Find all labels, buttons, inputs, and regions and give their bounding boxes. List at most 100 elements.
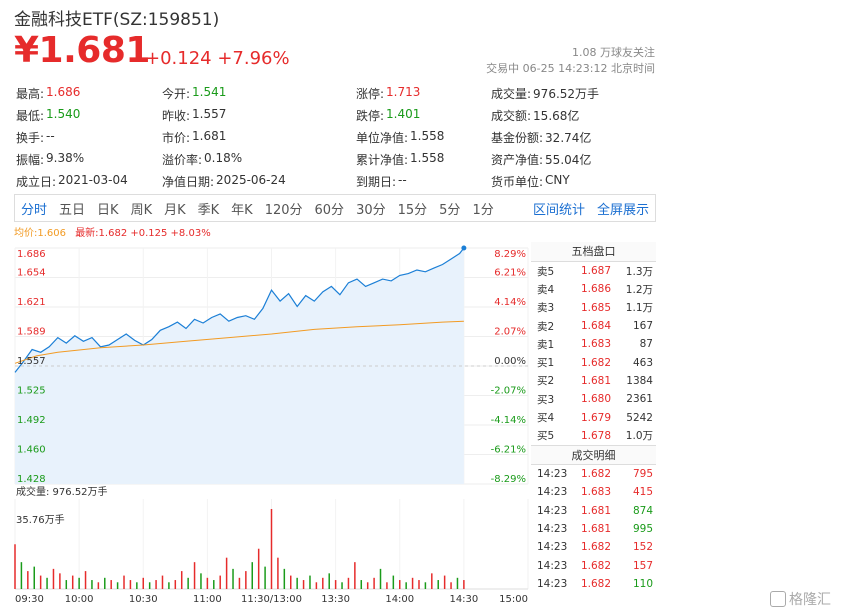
quote-value: 1.540 (46, 106, 81, 121)
quote-cell: 溢价率: 0.18% (162, 151, 356, 168)
tab-period[interactable]: 五日 (59, 202, 86, 218)
quote-value: 32.74亿 (545, 130, 592, 145)
quote-value: 9.38% (46, 150, 85, 165)
order-level: 买5 (537, 430, 555, 443)
quote-cell: 到期日: -- (356, 173, 491, 190)
trade-row: 14:23 1.682 795 (531, 465, 656, 483)
quote-grid: 最高: 1.686 今开: 1.541 涨停: 1.713 成交量: 976.52万手 最低: 1… (16, 82, 656, 192)
price-tick-label: 1.621 (17, 297, 46, 308)
pct-tick-label: -4.14% (491, 415, 526, 426)
pct-tick-label: 8.29% (494, 249, 526, 260)
trade-volume: 415 (632, 486, 653, 499)
order-level: 卖3 (537, 302, 555, 315)
quote-value: -- (46, 128, 55, 143)
tab-period[interactable]: 1分 (472, 202, 494, 218)
quote-cell: 净值日期: 2025-06-24 (162, 173, 356, 190)
order-level: 买1 (537, 357, 555, 370)
tab-period[interactable]: 月K (164, 202, 186, 218)
trade-volume: 995 (632, 523, 653, 535)
chart-tools: 区间统计 全屏展示 (527, 199, 655, 218)
order-price: 1.682 (580, 356, 611, 369)
quote-value: 1.557 (192, 106, 227, 121)
tab-period[interactable]: 分时 (21, 202, 48, 218)
avg-price-line (14, 320, 464, 364)
quote-label: 市价: (162, 130, 191, 145)
quote-cell: 成交额: 15.68亿 (491, 107, 651, 124)
quote-label: 昨收: (162, 108, 191, 123)
order-level: 卖5 (537, 265, 555, 278)
tab-period[interactable]: 周K (130, 202, 153, 218)
tab-period[interactable]: 5分 (439, 202, 461, 218)
tab-period[interactable]: 年K (231, 202, 253, 218)
order-price: 1.685 (580, 301, 611, 314)
intraday-chart[interactable]: 1.686 1.654 1.621 1.589 1.557 1.525 1.492 1.460… (0, 234, 530, 609)
trade-time: 14:23 (537, 486, 568, 499)
order-price: 1.684 (580, 320, 611, 333)
quote-cell: 涨停: 1.713 (356, 85, 491, 102)
time-tick-label: 11:00 (193, 594, 222, 605)
quote-label: 基金份额: (491, 130, 544, 145)
order-volume: 1384 (626, 374, 653, 387)
time-tick-label: 13:30 (321, 594, 350, 605)
trade-price: 1.681 (580, 504, 611, 517)
quote-cell: 最高: 1.686 (16, 85, 162, 102)
volume-max-label: 35.76万手 (16, 513, 65, 526)
trade-time: 14:23 (537, 541, 568, 554)
follower-count[interactable]: 1.08 万球友关注 (572, 46, 655, 59)
quote-label: 涨停: (356, 86, 385, 101)
price-tick-label: 1.492 (17, 415, 46, 426)
fullscreen-link[interactable]: 全屏展示 (596, 202, 649, 218)
order-volume: 1.0万 (625, 430, 653, 443)
pct-tick-label: 2.07% (494, 327, 526, 338)
quote-value: 1.558 (410, 128, 445, 143)
quote-row: 最低: 1.540 昨收: 1.557 跌停: 1.401 成交额: 15.68亿 (16, 104, 656, 126)
quote-label: 成交量: (491, 86, 532, 101)
time-tick-label: 14:00 (385, 594, 414, 605)
order-volume: 2361 (626, 393, 653, 406)
order-price: 1.678 (580, 429, 611, 442)
order-book-row: 买3 1.680 2361 (531, 390, 656, 408)
range-stats-link[interactable]: 区间统计 (532, 202, 585, 218)
order-book: 卖5 1.687 1.3万 卖4 1.686 1.2万 卖3 1.685 1.1万 卖2 1.684… (531, 262, 656, 445)
trade-volume: 157 (632, 559, 653, 572)
order-price: 1.686 (580, 283, 611, 296)
order-volume: 167 (632, 320, 653, 333)
current-price: ¥1.681 (14, 30, 150, 71)
order-book-row: 买2 1.681 1384 (531, 372, 656, 390)
tab-period[interactable]: 30分 (356, 202, 386, 218)
time-tick-label: 09:30 (15, 594, 44, 605)
quote-value: 0.18% (204, 150, 243, 165)
quote-value: 55.04亿 (545, 152, 592, 167)
trade-detail-title: 成交明细 (531, 444, 656, 465)
quote-value: 1.541 (192, 84, 227, 99)
quote-row: 最高: 1.686 今开: 1.541 涨停: 1.713 成交量: 976.52万手 (16, 82, 656, 104)
quote-cell: 今开: 1.541 (162, 85, 356, 102)
quote-label: 最低: (16, 108, 45, 123)
tab-period[interactable]: 60分 (314, 202, 345, 218)
trade-row: 14:23 1.681 995 (531, 520, 656, 538)
quote-label: 成交额: (491, 108, 532, 123)
order-volume: 463 (632, 356, 653, 369)
quote-label: 振幅: (16, 152, 45, 167)
trade-volume: 795 (632, 468, 653, 481)
pct-tick-label: 4.14% (494, 297, 526, 308)
tab-period[interactable]: 日K (97, 202, 119, 218)
quote-value: 2021-03-04 (58, 172, 128, 187)
pct-tick-label: 0.00% (494, 356, 526, 367)
quote-cell: 基金份额: 32.74亿 (491, 129, 651, 146)
tab-period[interactable]: 120分 (264, 202, 303, 218)
gelonghui-logo-icon (770, 591, 786, 607)
quote-cell: 成立日: 2021-03-04 (16, 173, 162, 190)
pct-tick-label: 6.21% (494, 268, 526, 279)
quote-value: -- (398, 172, 407, 187)
tab-period[interactable]: 季K (197, 202, 220, 218)
tab-period[interactable]: 15分 (397, 202, 428, 218)
price-tick-label: 1.589 (17, 327, 46, 338)
time-tick-label: 11:30/13:00 (241, 594, 302, 605)
trade-time: 14:23 (537, 559, 568, 572)
trade-time: 14:23 (537, 468, 568, 481)
quote-label: 净值日期: (162, 174, 215, 189)
trade-price: 1.682 (580, 541, 611, 554)
quote-row: 成立日: 2021-03-04 净值日期: 2025-06-24 到期日: -- 货币单位:… (16, 170, 656, 192)
trade-volume: 874 (632, 504, 653, 517)
